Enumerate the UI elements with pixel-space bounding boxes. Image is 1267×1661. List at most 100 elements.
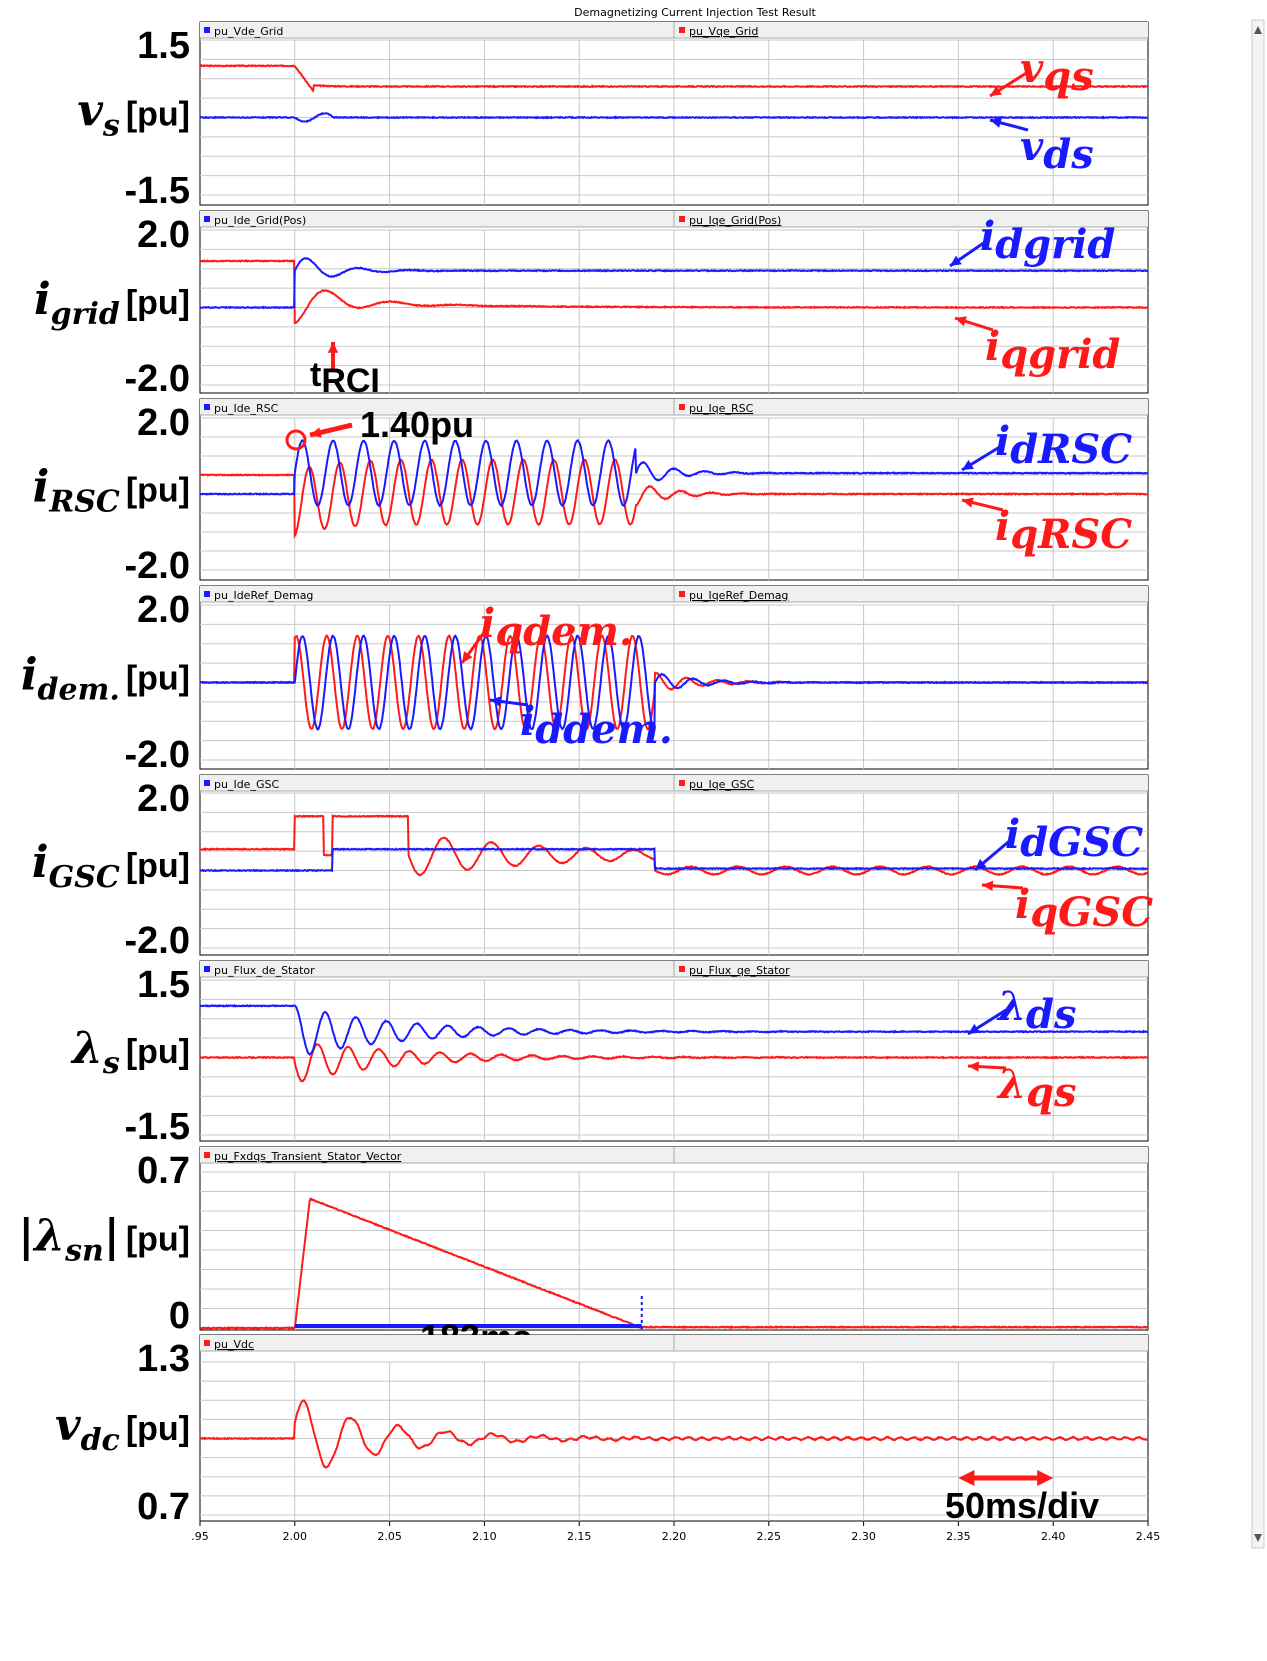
- annotation-dRSC: idRSC: [995, 418, 1132, 473]
- series-blue: [199, 846, 1149, 873]
- scale-label: 50ms/div: [945, 1485, 1099, 1526]
- peak-label: 1.40pu: [360, 404, 474, 445]
- annotation-qs: vqs: [1020, 45, 1094, 100]
- ylabel: igrid [pu]: [34, 274, 190, 332]
- annotation-qRSC: iqRSC: [995, 503, 1132, 558]
- annotation-dGSC: idGSC: [1005, 811, 1143, 866]
- legend-label-2: pu_Iqe_Grid(Pos): [689, 214, 781, 227]
- xtick-label: 2.20: [662, 1530, 687, 1543]
- ytick-bottom: -1.5: [125, 1106, 190, 1148]
- annotation-ds: λds: [996, 983, 1077, 1038]
- scale-left-head: [958, 1470, 975, 1486]
- xtick-label: 2.25: [757, 1530, 782, 1543]
- legend-swatch-1: [204, 966, 210, 972]
- annotation-qs: λqs: [996, 1061, 1077, 1116]
- ylabel: iGSC [pu]: [32, 837, 190, 895]
- legend-label-1: pu_Ide_RSC: [214, 402, 279, 415]
- ylabel: iRSC [pu]: [33, 462, 190, 520]
- peak-arrow-head: [310, 427, 322, 438]
- ytick-bottom: -2.0: [125, 358, 190, 400]
- ytick-top: 2.0: [137, 778, 190, 820]
- legend-swatch-1: [204, 27, 210, 33]
- legend-label-1: pu_IdeRef_Demag: [214, 589, 313, 602]
- annotation-arrow-dRSC-head: [962, 459, 974, 470]
- ytick-top: 2.0: [137, 402, 190, 444]
- panel-8: pu_Vdc 1.3 0.7 vdc [pu] 50ms/div: [55, 1334, 1149, 1528]
- scroll-down-icon: [1254, 1534, 1262, 1542]
- series-blue: [199, 112, 1149, 123]
- legend-swatch-1: [204, 216, 210, 222]
- annotation-arrow-qs-head: [968, 1061, 980, 1072]
- annotation-qGSC: iqGSC: [1015, 881, 1153, 936]
- ylabel: vs [pu]: [77, 86, 190, 144]
- panel-4: pu_IdeRef_Demag pu_IqeRef_Demag 2.0 -2.0 ide…: [21, 585, 1149, 776]
- panel-1: pu_Vde_Grid pu_Vqe_Grid 1.5 -1.5 vs [pu] vqs vd…: [77, 21, 1149, 212]
- annotation-arrow-ds-head: [990, 117, 1002, 128]
- xtick-label: .95: [191, 1530, 209, 1543]
- ytick-bottom: -2.0: [125, 545, 190, 587]
- ytick-bottom: -1.5: [125, 170, 190, 212]
- scroll-up-icon: [1254, 26, 1262, 34]
- xtick-label: 2.00: [283, 1530, 308, 1543]
- legend-label-1: pu_Ide_GSC: [214, 778, 279, 791]
- xtick-label: 2.35: [946, 1530, 971, 1543]
- panel-5: pu_Ide_GSC pu_Iqe_GSC 2.0 -2.0 iGSC [pu] idGSC…: [32, 774, 1153, 962]
- series-red: [199, 1043, 1149, 1083]
- annotation-arrow-qGSC-head: [982, 880, 994, 891]
- xtick-label: 2.05: [377, 1530, 402, 1543]
- ylabel: vdc [pu]: [55, 1400, 190, 1458]
- annotation-arrow-qgrid-head: [955, 316, 967, 327]
- ytick-top: 1.5: [137, 25, 190, 67]
- series-red: [199, 1399, 1149, 1469]
- panel-6: pu_Flux_de_Stator pu_Flux_qe_Stator 1.5 -1.…: [70, 960, 1149, 1148]
- annotation-arrow-ds-head: [968, 1023, 980, 1034]
- legend-label-1: pu_Flux_de_Stator: [214, 964, 315, 977]
- xtick-label: 2.10: [472, 1530, 497, 1543]
- ylabel: idem. [pu]: [21, 650, 190, 708]
- legend-label-2: pu_Iqe_GSC: [689, 778, 754, 791]
- annotation-arrow-qRSC-head: [962, 497, 974, 508]
- series-red: [199, 458, 1149, 539]
- series-blue: [200, 438, 1149, 508]
- ylabel: |λsn| [pu]: [18, 1211, 190, 1269]
- annotation-qdem.: iqdem.: [480, 600, 633, 655]
- annotation-arrow-qs-head: [990, 85, 1002, 96]
- ylabel: λs [pu]: [70, 1023, 190, 1081]
- chart-title: Demagnetizing Current Injection Test Res…: [574, 6, 816, 19]
- ytick-bottom: 0.7: [137, 1486, 190, 1528]
- legend-label-2: pu_Vqe_Grid: [689, 25, 758, 38]
- panel-2: pu_Ide_Grid(Pos) pu_Iqe_Grid(Pos) 2.0 -2.0 i…: [34, 210, 1149, 400]
- marker-label: tRCI: [310, 356, 380, 400]
- legend-swatch-1: [204, 1152, 210, 1158]
- ytick-bottom: 0: [169, 1295, 190, 1337]
- xtick-label: 2.45: [1136, 1530, 1161, 1543]
- scale-right-head: [1037, 1470, 1054, 1486]
- series-red: [199, 1197, 1149, 1330]
- legend-swatch-1: [204, 1340, 210, 1346]
- ytick-top: 1.5: [137, 964, 190, 1006]
- annotation-qgrid: iqgrid: [985, 323, 1120, 378]
- series-red: [199, 259, 1149, 325]
- annotation-arrow-ddem.-head: [490, 696, 502, 707]
- legend-label-1: pu_Vde_Grid: [214, 25, 283, 38]
- annotation-ddem.: iddem.: [520, 698, 673, 753]
- ytick-top: 2.0: [137, 214, 190, 256]
- legend-label-1: pu_Ide_Grid(Pos): [214, 214, 306, 227]
- peak-marker: [285, 429, 307, 451]
- annotation-ds: vds: [1020, 123, 1094, 178]
- scrollbar-track: [1251, 19, 1265, 1549]
- series-blue: [199, 257, 1149, 310]
- xtick-label: 2.15: [567, 1530, 592, 1543]
- legend-label-2: pu_IqeRef_Demag: [689, 589, 788, 602]
- ytick-top: 2.0: [137, 589, 190, 631]
- ytick-top: 1.3: [137, 1338, 190, 1380]
- ytick-bottom: -2.0: [125, 734, 190, 776]
- legend-swatch-2: [679, 966, 685, 972]
- legend-swatch-1: [204, 591, 210, 597]
- series-blue: [199, 633, 1149, 731]
- legend-label-2: pu_Iqe_RSC: [689, 402, 754, 415]
- panel-3: pu_Ide_RSC pu_Iqe_RSC 2.0 -2.0 iRSC [pu] idRSC…: [33, 398, 1149, 587]
- legend-swatch-2: [679, 27, 685, 33]
- annotation-arrow-qdem.-head: [462, 651, 473, 663]
- legend-label-2: pu_Flux_qe_Stator: [689, 964, 790, 977]
